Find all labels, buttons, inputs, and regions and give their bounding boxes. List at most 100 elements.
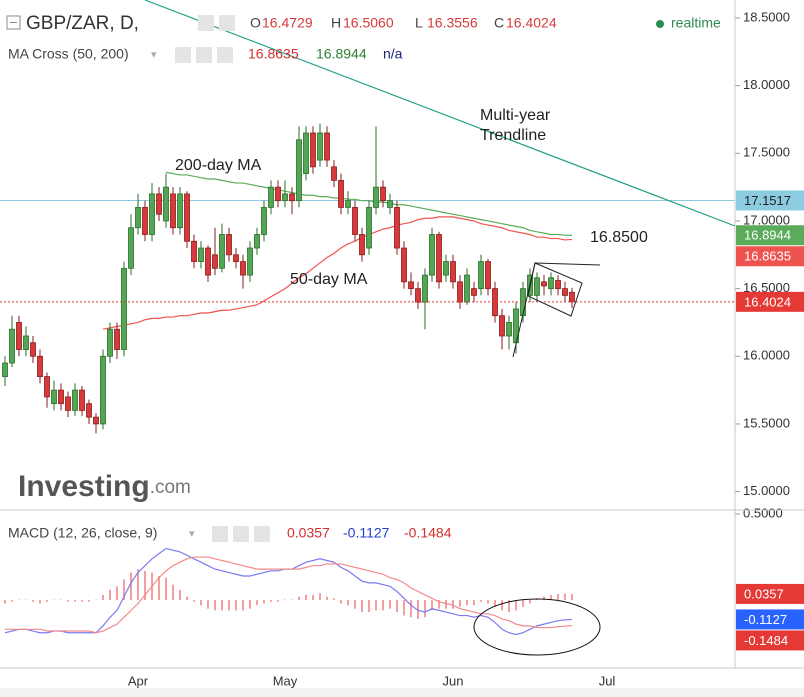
candle-body <box>233 254 239 262</box>
candle-body <box>436 234 442 283</box>
y-tick-label: 17.0000 <box>743 212 790 227</box>
annotation: Multi-year <box>480 107 551 124</box>
candle-body <box>219 234 225 269</box>
trendline <box>144 0 736 227</box>
realtime: realtime <box>671 15 721 31</box>
annotation: Trendline <box>480 127 546 144</box>
candle-body <box>471 288 477 296</box>
icon-remove[interactable] <box>217 47 233 63</box>
ma-na: n/a <box>383 46 403 62</box>
macd-icons <box>212 526 270 542</box>
candle-body <box>149 193 155 235</box>
candle-body <box>478 261 484 290</box>
ma-50-value: 16.8635 <box>248 46 299 62</box>
footer-strip <box>0 688 804 697</box>
candle-body <box>156 193 162 215</box>
icon-settings[interactable] <box>233 526 249 542</box>
candle-body <box>394 207 400 249</box>
candle-body <box>415 288 421 303</box>
candle-body <box>548 277 554 290</box>
macd-signal-value: -0.1484 <box>404 525 452 541</box>
icon-settings[interactable] <box>219 15 235 31</box>
y-tick-label: 16.5000 <box>743 280 790 295</box>
candle-body <box>254 234 260 249</box>
ma-menu[interactable]: ▾ <box>151 49 157 61</box>
candle-body <box>324 132 330 161</box>
x-tick-label: May <box>273 673 298 688</box>
symbol: GBP/ZAR, D, <box>26 13 139 34</box>
candle-body <box>93 416 99 425</box>
price-badge <box>736 583 804 604</box>
moving-average-line <box>102 216 573 330</box>
candle-body <box>555 280 561 290</box>
candle-body <box>9 328 15 364</box>
y-tick-label: 18.0000 <box>743 77 790 92</box>
candle-body <box>121 267 127 350</box>
candle-body <box>72 389 78 411</box>
candle-body <box>366 207 372 249</box>
candle-body <box>310 132 316 168</box>
candle-body <box>268 186 274 208</box>
ma-200-value: 16.8944 <box>316 46 367 62</box>
ohlc-value: 16.5060 <box>343 15 394 31</box>
candle-body <box>226 234 232 256</box>
candle-body <box>142 207 148 235</box>
candle-body <box>569 291 575 303</box>
signal-line <box>5 556 573 634</box>
ma-icons <box>175 47 233 63</box>
icon-visibility[interactable] <box>212 526 228 542</box>
candle-body <box>450 261 456 283</box>
candle-body <box>401 247 407 283</box>
series-label: 50-day MA <box>290 271 368 288</box>
candle-body <box>177 193 183 229</box>
candle-body <box>541 281 547 287</box>
y-tick-label: 15.5000 <box>743 415 790 430</box>
candle-body <box>163 186 169 222</box>
candle-body <box>380 186 386 202</box>
macd-menu[interactable]: ▾ <box>189 528 195 540</box>
candle-body <box>359 234 365 256</box>
candle-body <box>128 227 134 269</box>
price-badge-label: -0.1484 <box>744 633 788 648</box>
icon-settings[interactable] <box>196 47 212 63</box>
y-tick-label: 16.0000 <box>743 348 790 363</box>
candle-body <box>135 207 141 229</box>
price-badge-label: 16.8635 <box>744 249 791 264</box>
icon-visibility[interactable] <box>198 15 214 31</box>
ohlc-value: 16.4729 <box>262 15 313 31</box>
price-badge <box>736 291 804 312</box>
price-badge <box>736 225 804 246</box>
candle-body <box>345 200 351 208</box>
candle-body <box>534 277 540 296</box>
candle-body <box>16 322 22 350</box>
candle-body <box>422 274 428 303</box>
icon-remove[interactable] <box>254 526 270 542</box>
price-badge <box>736 246 804 267</box>
collapse-icon[interactable] <box>6 15 21 30</box>
realtime-dot <box>656 20 664 28</box>
candle-body <box>184 193 190 242</box>
candle-body <box>275 186 281 202</box>
price-badge <box>736 609 804 630</box>
x-tick-label: Apr <box>128 673 149 688</box>
price-badges: 17.1517 16.8944 16.8635 16.4024 0.0357 -0.112… <box>736 190 804 651</box>
candle-body <box>2 362 8 377</box>
candle-body <box>51 389 57 405</box>
candle-body <box>464 274 470 303</box>
moving-average-line <box>165 171 573 236</box>
ohlc-key: O <box>250 15 261 31</box>
candle-body <box>191 240 197 262</box>
ohlc-key: C <box>494 15 504 31</box>
icon-visibility[interactable] <box>175 47 191 63</box>
candle-body <box>282 193 288 202</box>
candle-body <box>296 139 302 202</box>
candle-body <box>485 261 491 290</box>
candle-body <box>408 281 414 290</box>
candle-body <box>303 132 309 175</box>
ohlc-value: 16.4024 <box>506 15 557 31</box>
candle-body <box>373 186 379 208</box>
price-badge-label: 17.1517 <box>744 193 791 208</box>
annotation: 16.8500 <box>590 229 648 246</box>
